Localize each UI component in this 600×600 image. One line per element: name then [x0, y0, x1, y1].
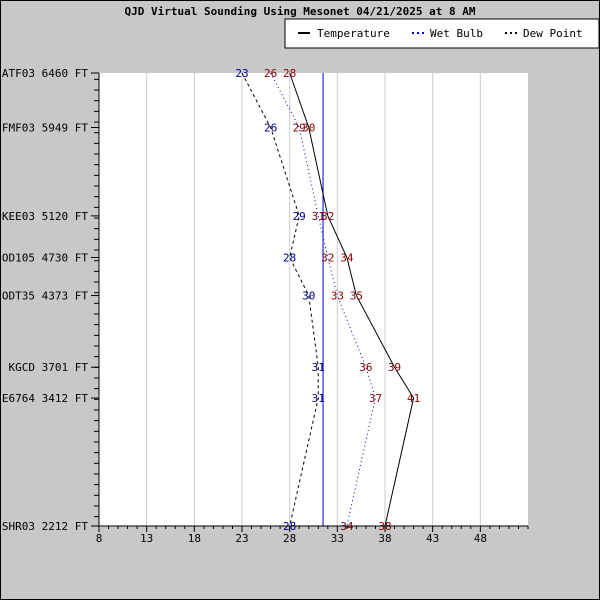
- station-label-e6764: E6764 3412 FT: [2, 392, 88, 405]
- wetbulb-label-kgcd: 36: [359, 361, 372, 374]
- station-label-fmf03: FMF03 5949 FT: [2, 121, 88, 134]
- temperature-label-kee03: 32: [321, 210, 334, 223]
- dewpoint-label-atf03: 23: [235, 67, 248, 80]
- x-tick-label-13: 13: [140, 532, 153, 545]
- wetbulb-label-od105: 32: [321, 251, 334, 264]
- station-label-kee03: KEE03 5120 FT: [2, 210, 88, 223]
- x-tick-label-38: 38: [378, 532, 391, 545]
- dewpoint-label-od105: 28: [283, 251, 296, 264]
- x-tick-label-23: 23: [235, 532, 248, 545]
- x-tick-label-48: 48: [474, 532, 487, 545]
- station-label-kgcd: KGCD 3701 FT: [9, 361, 89, 374]
- dewpoint-label-odt35: 30: [302, 290, 315, 303]
- wetbulb-label-kee03: 31: [312, 210, 325, 223]
- legend: Temperature Wet Bulb Dew Point: [284, 18, 600, 49]
- station-label-odt35: ODT35 4373 FT: [2, 290, 88, 303]
- wetbulb-label-atf03: 26: [264, 67, 277, 80]
- chart-title: QJD Virtual Sounding Using Mesonet 04/21…: [125, 5, 476, 18]
- station-label-od105: OD105 4730 FT: [2, 251, 88, 264]
- legend-wetbulb-label: Wet Bulb: [430, 27, 483, 40]
- dewpoint-label-e6764: 31: [312, 392, 325, 405]
- temperature-label-odt35: 35: [350, 290, 363, 303]
- dewpoint-label-fmf03: 26: [264, 121, 277, 134]
- x-tick-label-33: 33: [331, 532, 344, 545]
- x-tick-label-43: 43: [426, 532, 439, 545]
- wetbulb-label-e6764: 37: [369, 392, 382, 405]
- legend-box: [284, 18, 600, 49]
- temperature-label-e6764: 41: [407, 392, 420, 405]
- series-lines: [241, 72, 415, 527]
- station-label-shr03: SHR03 2212 FT: [2, 520, 88, 533]
- dewpoint-line: [241, 72, 319, 527]
- wetbulb-label-fmf03: 29: [293, 121, 306, 134]
- x-tick-label-18: 18: [188, 532, 201, 545]
- x-tick-label-28: 28: [283, 532, 296, 545]
- wetbulb-line: [270, 72, 376, 527]
- station-label-atf03: ATF03 6460 FT: [2, 67, 88, 80]
- legend-temperature-label: Temperature: [317, 27, 390, 40]
- temperature-line: [289, 72, 415, 527]
- legend-dewpoint-label: Dew Point: [523, 27, 583, 40]
- temperature-label-fmf03: 30: [302, 121, 315, 134]
- axes: 8 13 18 23 28 33 38 43 48 ATF03 6460 FT FMF03 5949…: [2, 67, 529, 545]
- temperature-label-kgcd: 39: [388, 361, 401, 374]
- gridlines: [146, 73, 481, 526]
- dewpoint-label-kee03: 29: [293, 210, 306, 223]
- x-tick-label-8: 8: [96, 532, 103, 545]
- dewpoint-label-kgcd: 31: [312, 361, 325, 374]
- wetbulb-label-odt35: 33: [331, 290, 344, 303]
- temperature-label-atf03: 28: [283, 67, 296, 80]
- temperature-label-od105: 34: [340, 251, 354, 264]
